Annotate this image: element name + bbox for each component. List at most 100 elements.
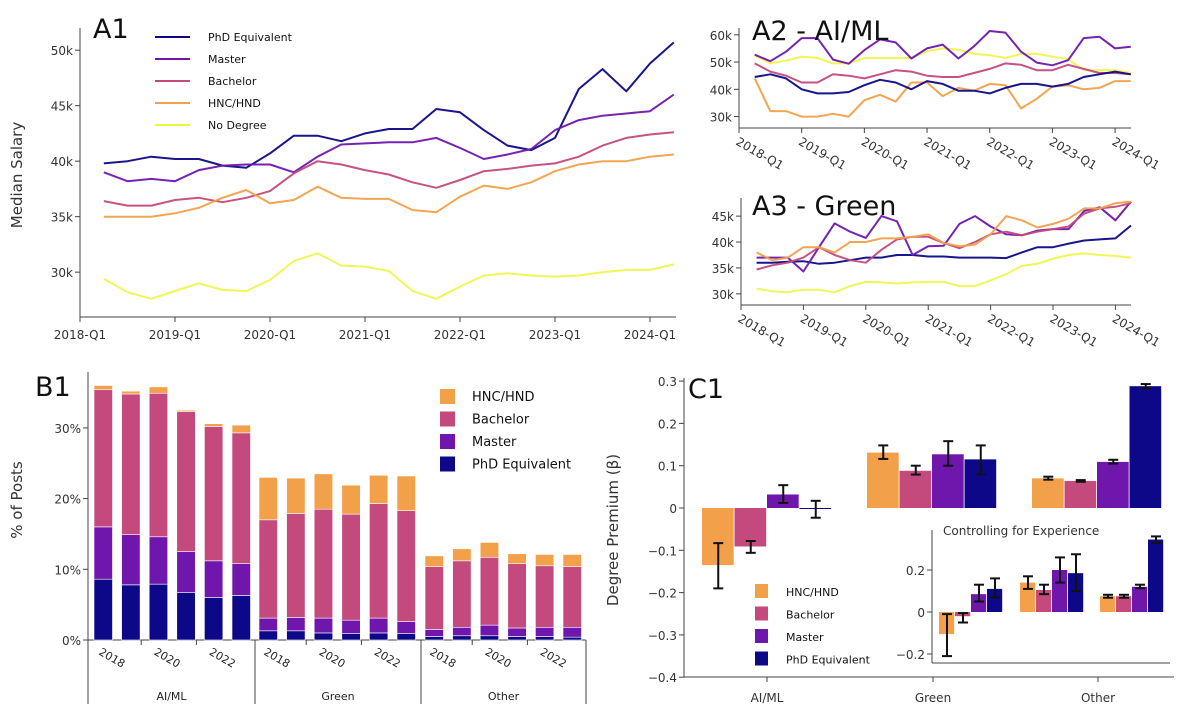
x-tick-label: 2020-Q1 <box>244 328 296 342</box>
y-tick-label: 35k <box>712 262 734 276</box>
y-tick-label: 30k <box>51 266 73 280</box>
y-tick-label: 20% <box>54 493 81 507</box>
legend-label: Master <box>472 435 517 450</box>
bar-segment-bachelor <box>479 556 500 626</box>
legend-label: Master <box>786 631 824 644</box>
y-tick-label: 45k <box>51 100 73 114</box>
bar-segment-bachelor <box>258 519 278 619</box>
series-line-hnc-hnd <box>103 153 674 218</box>
y-tick-label: 50k <box>51 44 73 58</box>
bar-segment-hnc-hnd <box>231 424 251 434</box>
bar-segment-bachelor <box>535 565 555 628</box>
bar-segment-hnc-hnd <box>479 542 500 558</box>
y-tick-label: 30% <box>54 422 81 436</box>
x-tick-label: 2019-Q1 <box>798 311 850 349</box>
y-tick-label: 35k <box>51 211 73 225</box>
bar-segment-phd-equivalent <box>176 592 196 641</box>
legend-swatch <box>755 584 768 598</box>
legend-label: Bachelor <box>208 75 257 88</box>
series-line-bachelor <box>754 62 1131 84</box>
panel-title: A2 - AI/ML <box>752 16 888 47</box>
y-tick-label: 40k <box>710 83 732 97</box>
y-tick-label: 50k <box>710 56 732 70</box>
bar-segment-hnc-hnd <box>313 473 334 510</box>
bar-phd-equivalent <box>1129 386 1162 508</box>
y-tick-label: −0.2 <box>648 587 677 601</box>
x-tick-label: 2018 <box>97 645 128 670</box>
legend-swatch <box>755 629 768 643</box>
bar-segment-hnc-hnd <box>286 477 306 514</box>
bar-segment-bachelor <box>93 389 113 528</box>
error-bar <box>778 484 789 504</box>
legend-label: Bachelor <box>472 413 530 428</box>
inset-error-bar <box>1055 556 1065 584</box>
legend-label: HNC/HND <box>472 390 534 405</box>
panel-title: A3 - Green <box>752 191 896 222</box>
x-tick-label: 2020-Q1 <box>859 134 911 172</box>
bar-segment-bachelor <box>176 411 196 552</box>
x-tick-label: 2020 <box>152 645 183 670</box>
series-line-master <box>754 30 1131 67</box>
y-tick-label: 0% <box>62 634 81 648</box>
bar-segment-hnc-hnd <box>507 553 527 564</box>
x-tick-label: 2022-Q1 <box>434 328 486 342</box>
bar-segment-phd-equivalent <box>369 632 389 641</box>
series-line-master <box>103 93 675 183</box>
error-bar <box>878 444 889 460</box>
bar-segment-master <box>121 534 141 586</box>
group-label: Green <box>321 690 354 703</box>
error-bar <box>1108 458 1119 465</box>
bar-bachelor <box>1064 480 1097 508</box>
legend-label: HNC/HND <box>208 97 261 110</box>
bar-segment-master <box>231 563 251 596</box>
inset-error-bar <box>1151 535 1161 544</box>
x-tick-label: 2018-Q1 <box>736 311 788 349</box>
inset-error-bar <box>974 583 984 603</box>
bar-segment-bachelor <box>341 513 361 621</box>
bar-segment-phd-equivalent <box>452 635 472 641</box>
inset-y-tick-label: 0 <box>917 606 925 620</box>
inset-error-bar <box>1103 593 1113 599</box>
bar-segment-hnc-hnd <box>369 474 389 504</box>
bar-segment-master <box>176 551 196 593</box>
x-tick-label: 2022 <box>538 645 569 670</box>
x-tick-label: 2024-Q1 <box>1110 311 1162 349</box>
y-axis-title: Degree Premium (β) <box>604 454 622 606</box>
x-tick-label: 2022 <box>207 645 238 670</box>
error-bar <box>810 499 821 519</box>
x-tick-label: 2022 <box>372 645 403 670</box>
y-axis-title: % of Posts <box>8 461 26 539</box>
series-line-no-degree <box>103 252 675 300</box>
error-bar <box>1140 383 1151 390</box>
y-tick-label: 0.1 <box>658 460 677 474</box>
bar-bachelor <box>899 470 932 508</box>
bar-segment-phd-equivalent <box>258 630 278 641</box>
x-tick-label: 2018-Q1 <box>734 134 786 172</box>
bar-segment-hnc-hnd <box>424 555 444 567</box>
bar-hnc-hnd <box>867 452 899 508</box>
error-bar <box>745 539 756 554</box>
y-tick-label: −0.1 <box>648 544 677 558</box>
inset-title: Controlling for Experience <box>943 524 1099 538</box>
bar-segment-master <box>479 624 500 637</box>
inset-y-tick-label: −0.2 <box>896 648 925 662</box>
x-tick-label: Other <box>1081 691 1115 705</box>
x-tick-label: 2021-Q1 <box>922 134 974 172</box>
inset-error-bar <box>1135 583 1145 590</box>
y-tick-label: 40k <box>51 155 73 169</box>
x-tick-label: 2021-Q1 <box>339 328 391 342</box>
bar-segment-master <box>535 626 555 637</box>
y-tick-label: 10% <box>54 563 81 577</box>
y-tick-label: 0.3 <box>658 375 677 389</box>
inset-error-bar <box>942 613 952 658</box>
error-bar <box>1043 475 1054 481</box>
bar-segment-phd-equivalent <box>535 636 555 641</box>
bar-segment-master <box>562 626 582 638</box>
bar-segment-phd-equivalent <box>121 584 141 641</box>
error-bar <box>943 440 954 467</box>
y-tick-label: 30k <box>712 288 734 302</box>
x-tick-label: 2023-Q1 <box>1048 311 1100 349</box>
bar-segment-master <box>148 536 168 585</box>
error-bar <box>1075 479 1086 483</box>
x-tick-label: 2020-Q1 <box>860 311 912 349</box>
